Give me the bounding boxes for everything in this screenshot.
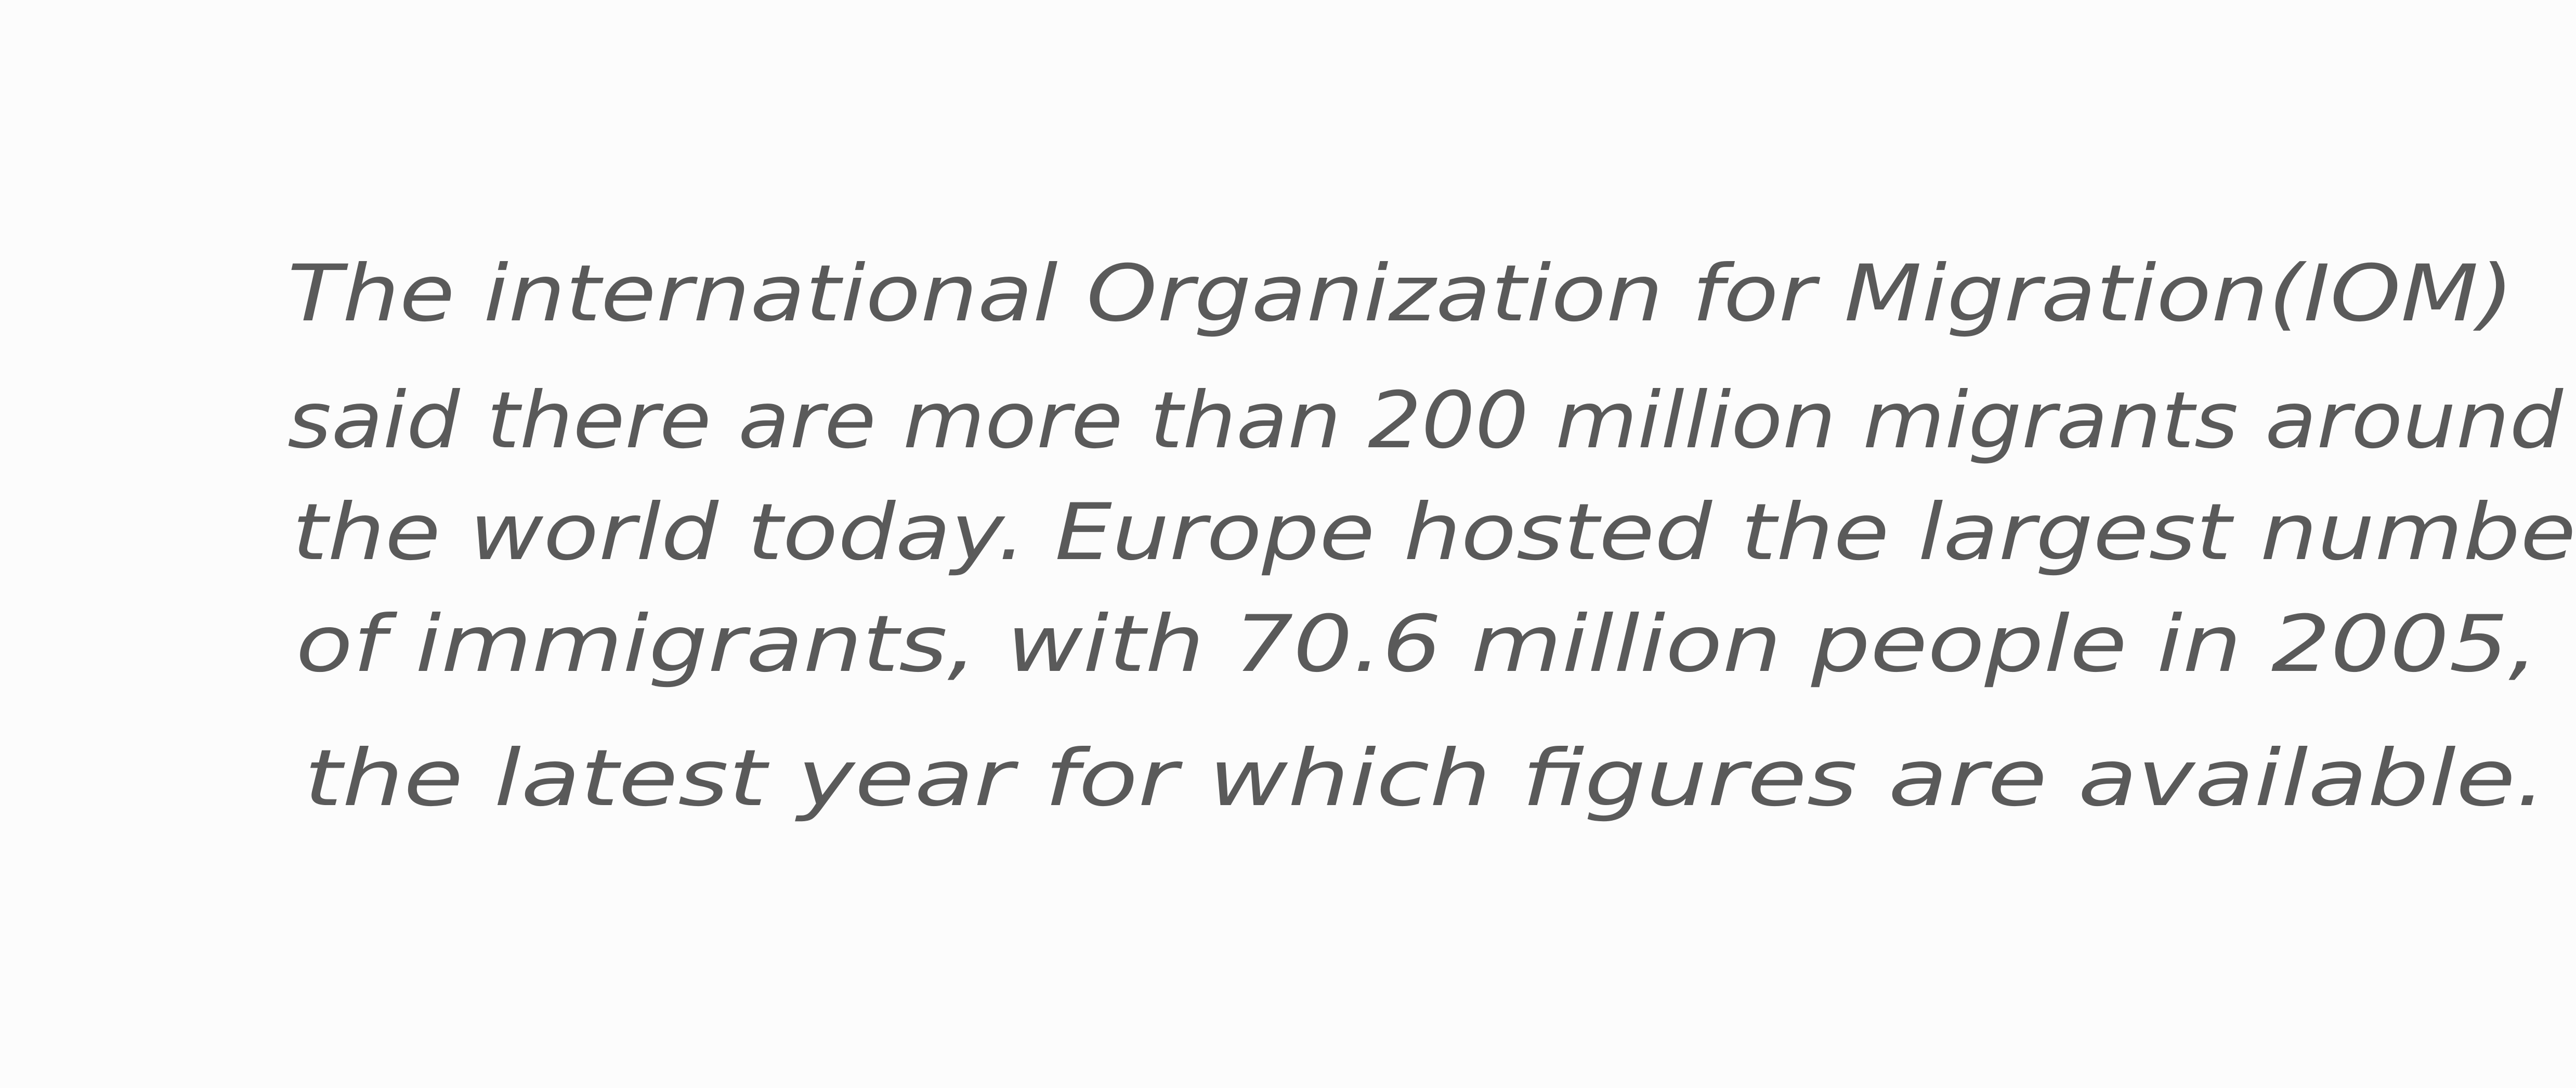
text-line: the world today. Europe hosted the large… xyxy=(292,487,2576,578)
text-line: of immigrants, with 70.6 million people … xyxy=(296,599,2538,690)
text-line: the latest year for which figures are av… xyxy=(304,733,2546,824)
text-line: said there are more than 200 million mig… xyxy=(287,375,2564,466)
text-line: The international Organization for Migra… xyxy=(287,249,2514,339)
